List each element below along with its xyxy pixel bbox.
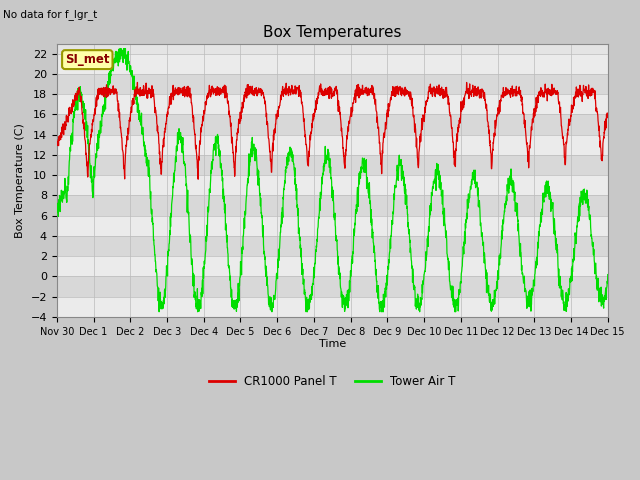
Bar: [57, 114, 608, 134]
Bar: [57, 155, 608, 175]
Bar: [57, 94, 608, 114]
X-axis label: Time: Time: [319, 339, 346, 349]
Text: SI_met: SI_met: [65, 53, 109, 66]
Bar: [57, 175, 608, 195]
Bar: [57, 256, 608, 276]
Bar: [57, 134, 608, 155]
Bar: [57, 216, 608, 236]
Bar: [57, 195, 608, 216]
Title: Box Temperatures: Box Temperatures: [263, 24, 401, 39]
Bar: [57, 276, 608, 297]
Y-axis label: Box Temperature (C): Box Temperature (C): [15, 123, 25, 238]
Bar: [57, 297, 608, 317]
Bar: [57, 54, 608, 74]
Text: No data for f_lgr_t: No data for f_lgr_t: [3, 9, 97, 20]
Bar: [57, 236, 608, 256]
Legend: CR1000 Panel T, Tower Air T: CR1000 Panel T, Tower Air T: [204, 371, 460, 393]
Bar: [57, 74, 608, 94]
